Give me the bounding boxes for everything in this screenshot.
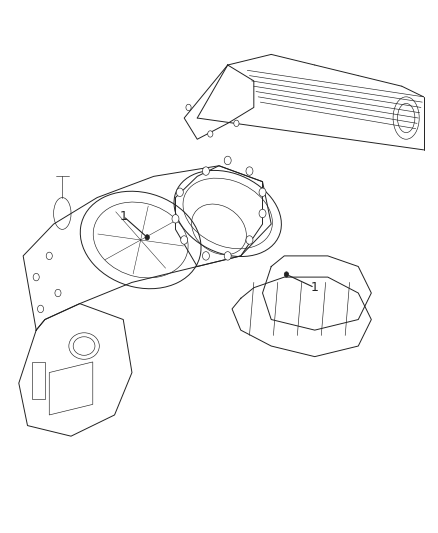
Circle shape xyxy=(145,235,149,240)
Circle shape xyxy=(186,104,191,111)
Circle shape xyxy=(202,167,209,175)
Circle shape xyxy=(46,252,52,260)
Circle shape xyxy=(246,167,253,175)
Circle shape xyxy=(55,289,61,297)
Circle shape xyxy=(259,209,266,217)
Circle shape xyxy=(224,156,231,165)
Circle shape xyxy=(181,236,187,244)
Circle shape xyxy=(172,215,179,223)
Circle shape xyxy=(259,188,266,197)
Circle shape xyxy=(33,273,39,281)
Circle shape xyxy=(224,252,231,260)
Text: 1: 1 xyxy=(311,281,319,294)
Circle shape xyxy=(202,252,209,260)
Circle shape xyxy=(38,305,44,313)
Circle shape xyxy=(208,131,213,137)
Circle shape xyxy=(246,236,253,244)
Circle shape xyxy=(177,188,184,197)
Circle shape xyxy=(234,120,239,126)
Circle shape xyxy=(284,272,289,277)
Text: 1: 1 xyxy=(119,209,127,223)
